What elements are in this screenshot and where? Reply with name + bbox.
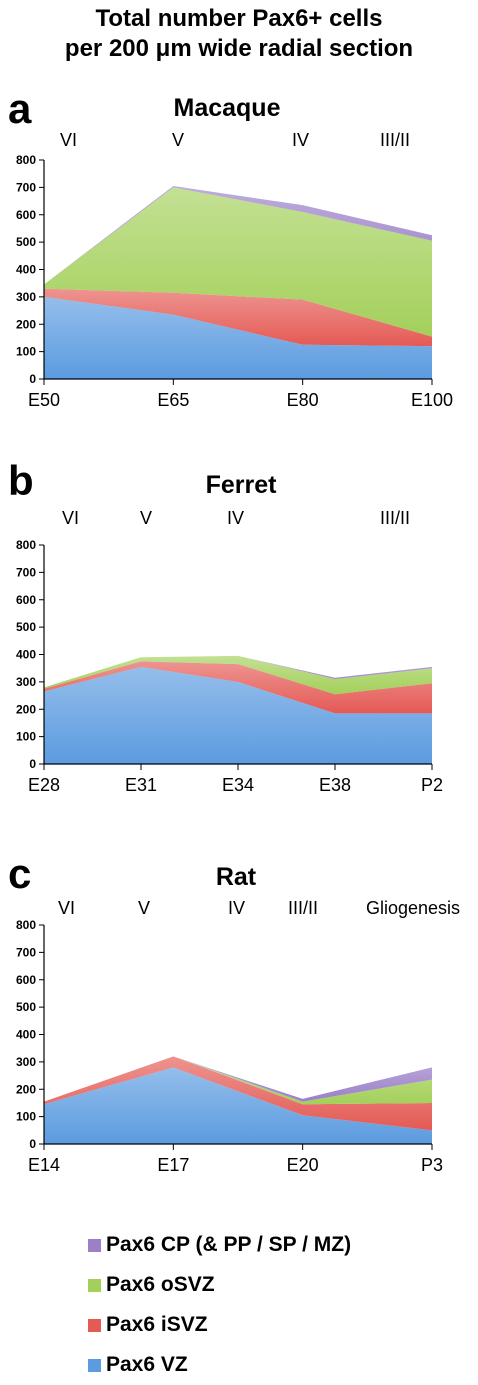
panel-b-title: Ferret — [205, 471, 277, 499]
y-tick-label: 700 — [16, 945, 36, 959]
y-tick-label: 800 — [16, 153, 36, 167]
panel-letter-c: c — [8, 850, 32, 897]
x-tick-label: E34 — [222, 775, 254, 795]
x-tick-label: E17 — [157, 1155, 189, 1175]
y-tick-label: 0 — [29, 372, 36, 386]
x-tick-label: P3 — [421, 1155, 443, 1175]
y-tick-label: 500 — [16, 620, 36, 634]
legend-label-osvz: Pax6 oSVZ — [106, 1273, 215, 1296]
panel-a-title: Macaque — [173, 94, 281, 122]
macaque-area-chart: 0 100 200 300 400 500 600 700 800 E50 E65 E80 E100 — [16, 153, 453, 410]
y-tick-label: 200 — [16, 702, 36, 716]
x-tick-label: E28 — [28, 775, 60, 795]
legend-swatch-isvz — [88, 1318, 101, 1332]
rat-area-chart: 0 100 200 300 400 500 600 700 800 E14 E17 E20 P3 — [16, 918, 443, 1175]
legend-label-vz: Pax6 VZ — [106, 1353, 188, 1376]
area-pax6-isvz — [44, 661, 432, 714]
y-tick-label: 800 — [16, 918, 36, 932]
x-tick-label: E65 — [157, 390, 189, 410]
legend-item-cp: Pax6 CP (& PP / SP / MZ) — [88, 1225, 351, 1265]
y-tick-label: 300 — [16, 1055, 36, 1069]
area-pax6-isvz — [44, 288, 432, 347]
panel-c-stage-iii-ii: III/II — [288, 898, 319, 918]
x-tick-label: E100 — [411, 390, 453, 410]
x-tick-label: E14 — [28, 1155, 60, 1175]
y-tick-label: 400 — [16, 263, 36, 277]
legend-label-isvz: Pax6 iSVZ — [106, 1313, 208, 1336]
x-tick-label: P2 — [421, 775, 443, 795]
area-pax6-cp-pp-sp-mz — [44, 1056, 432, 1102]
area-pax6-vz — [44, 666, 432, 764]
y-tick-label: 700 — [16, 565, 36, 579]
panel-a-stage-vi: VI — [60, 130, 78, 150]
panel-b-stage-vi: VI — [62, 508, 80, 528]
y-tick-label: 800 — [16, 538, 36, 552]
y-tick-label: 600 — [16, 593, 36, 607]
panel-b-stage-iv: IV — [227, 508, 245, 528]
area-pax6-vz — [44, 296, 432, 379]
figure-title: Total number Pax6+ cells per 200 μm wide… — [0, 4, 478, 64]
panel-c-title: Rat — [215, 863, 257, 891]
figure-title-line1: Total number Pax6+ cells — [95, 5, 383, 32]
legend-swatch-cp — [88, 1238, 101, 1252]
x-tick-label: E38 — [319, 775, 351, 795]
x-tick-label: E80 — [287, 390, 319, 410]
area-pax6-osvz — [44, 1056, 432, 1105]
y-tick-label: 200 — [16, 317, 36, 331]
panel-b-stage-iii-ii: III/II — [380, 508, 411, 528]
panel-c-stage-gliogenesis: Gliogenesis — [366, 898, 461, 918]
y-tick-label: 100 — [16, 730, 36, 744]
y-tick-label: 600 — [16, 973, 36, 987]
ferret-area-chart: 0 100 200 300 400 500 600 700 800 E28 E31 E34 E38 P2 — [16, 538, 443, 795]
panel-a-stage-iii-ii: III/II — [380, 130, 411, 150]
y-tick-label: 0 — [29, 757, 36, 771]
y-tick-label: 500 — [16, 235, 36, 249]
legend-item-osvz: Pax6 oSVZ — [88, 1265, 351, 1305]
area-pax6-isvz — [44, 1056, 432, 1131]
area-pax6-vz — [44, 1067, 432, 1144]
area-pax6-osvz — [44, 187, 432, 337]
y-tick-label: 400 — [16, 648, 36, 662]
y-tick-label: 600 — [16, 208, 36, 222]
legend-swatch-vz — [88, 1358, 101, 1372]
panel-c-stage-iv: IV — [228, 898, 246, 918]
y-tick-label: 500 — [16, 1000, 36, 1014]
panel-b-stage-v: V — [140, 508, 153, 528]
panel-c-stage-v: V — [138, 898, 151, 918]
chart-legend: Pax6 CP (& PP / SP / MZ) Pax6 oSVZ Pax6 … — [88, 1225, 351, 1385]
x-tick-label: E50 — [28, 390, 60, 410]
panel-a-stage-iv: IV — [292, 130, 310, 150]
legend-swatch-osvz — [88, 1278, 101, 1292]
legend-label-cp: Pax6 CP (& PP / SP / MZ) — [106, 1233, 352, 1256]
panel-a-stage-v: V — [172, 130, 185, 150]
y-tick-label: 0 — [29, 1137, 36, 1151]
x-tick-label: E20 — [287, 1155, 319, 1175]
x-tick-label: E31 — [125, 775, 157, 795]
y-tick-label: 400 — [16, 1028, 36, 1042]
y-tick-label: 200 — [16, 1082, 36, 1096]
panel-c-stage-vi: VI — [58, 898, 76, 918]
y-tick-label: 300 — [16, 675, 36, 689]
area-pax6-cp-pp-sp-mz — [44, 186, 432, 285]
area-pax6-osvz — [44, 655, 432, 695]
legend-item-vz: Pax6 VZ — [88, 1345, 351, 1385]
legend-item-isvz: Pax6 iSVZ — [88, 1305, 351, 1345]
y-tick-label: 300 — [16, 290, 36, 304]
y-tick-label: 700 — [16, 180, 36, 194]
y-tick-label: 100 — [16, 345, 36, 359]
panel-letter-a: a — [8, 85, 32, 132]
panel-letter-b: b — [8, 457, 34, 504]
y-tick-label: 100 — [16, 1110, 36, 1124]
figure-title-line2: per 200 μm wide radial section — [64, 35, 414, 62]
